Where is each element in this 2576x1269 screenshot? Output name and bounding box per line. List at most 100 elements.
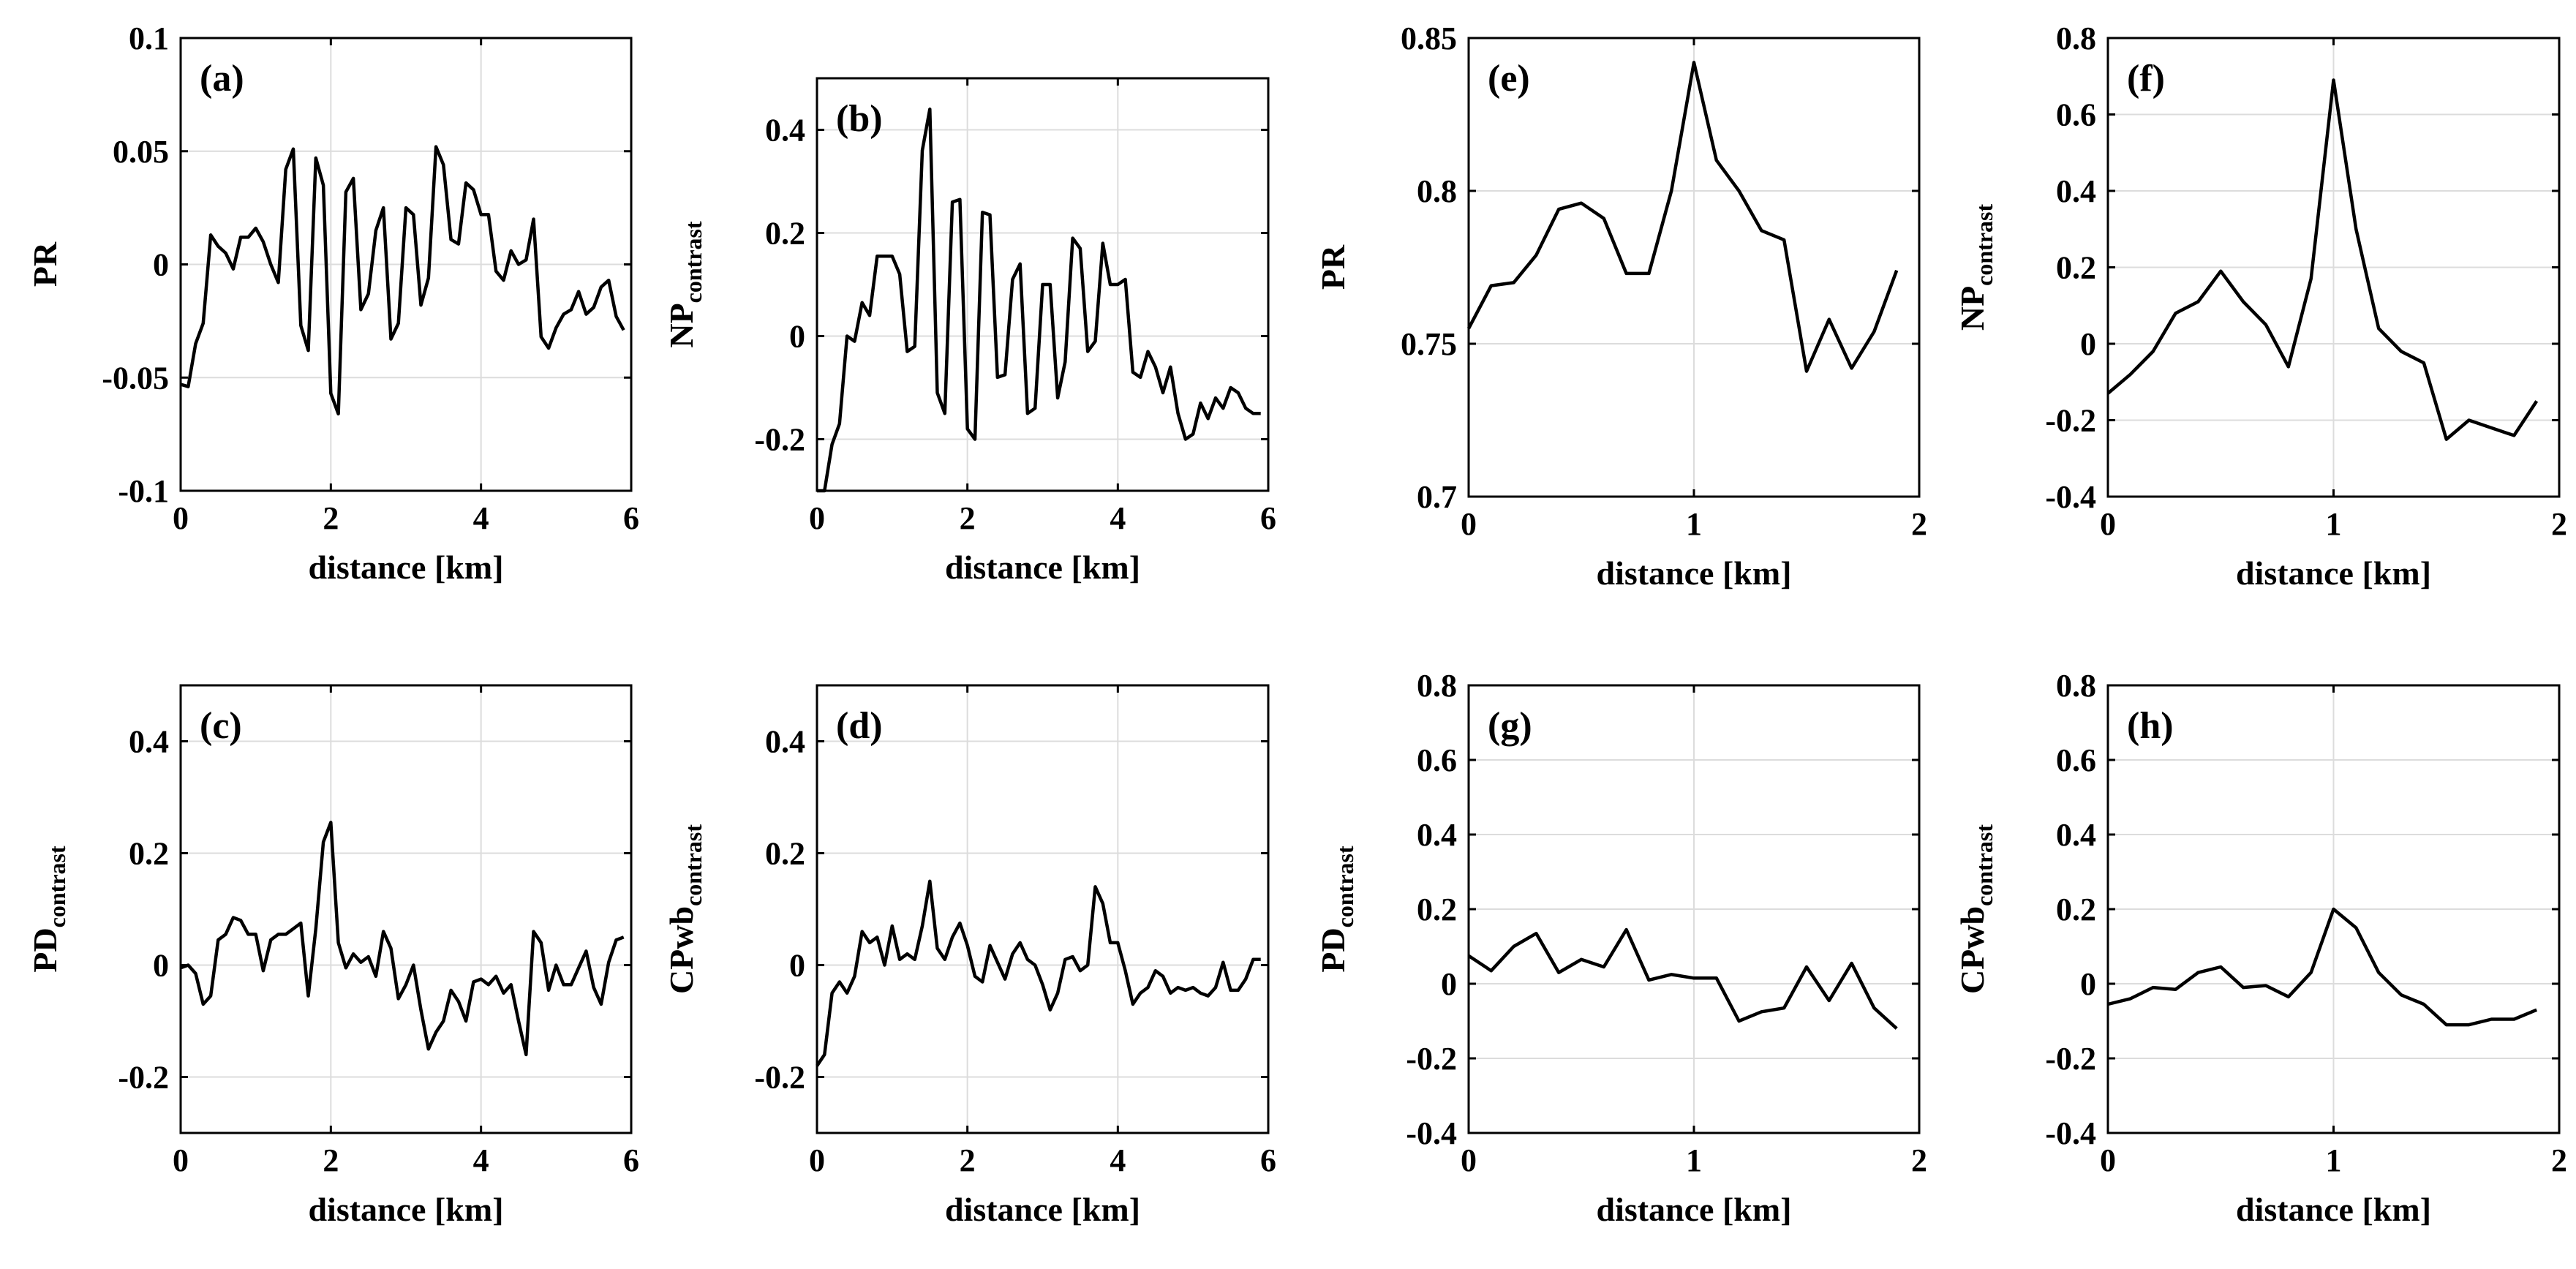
x-axis-label: distance [km] bbox=[308, 1191, 503, 1228]
y-axis-label: CPwbcontrast bbox=[1954, 824, 1997, 994]
x-tick-label: 2 bbox=[1911, 506, 1927, 542]
data-line bbox=[180, 145, 625, 416]
y-tick-label: 0.2 bbox=[1417, 892, 1457, 927]
y-axis-label-subscript: contrast bbox=[1971, 204, 1997, 286]
data-line bbox=[180, 821, 625, 1057]
y-tick-label: 0.2 bbox=[2056, 250, 2096, 286]
x-tick-label: 2 bbox=[960, 500, 976, 536]
y-tick-label: -0.2 bbox=[754, 1060, 805, 1096]
x-tick-label: 2 bbox=[2551, 1142, 2567, 1178]
y-tick-label: 0.4 bbox=[2056, 817, 2096, 853]
panel-label: (b) bbox=[836, 98, 883, 140]
x-tick-label: 2 bbox=[1911, 1142, 1927, 1178]
x-tick-label: 0 bbox=[1461, 1142, 1477, 1178]
y-tick-label: 0.4 bbox=[765, 113, 805, 148]
panel-g: 0 1 2 -0.4 -0.2 0 0.2 0.4 0.6 0.8 (g) distance [km]… bbox=[1314, 668, 1927, 1228]
x-tick-label: 6 bbox=[623, 1142, 639, 1178]
x-axis-label: distance [km] bbox=[2236, 554, 2431, 592]
y-axis-label: PDcontrast bbox=[26, 846, 70, 973]
x-tick-label: 4 bbox=[473, 500, 489, 536]
y-tick-label: 0.4 bbox=[2056, 173, 2096, 209]
panel-label: (d) bbox=[836, 705, 883, 747]
data-line bbox=[1467, 61, 1899, 373]
x-axis-label: distance [km] bbox=[2236, 1191, 2431, 1228]
panel-label: (c) bbox=[200, 705, 242, 747]
y-tick-label: 0.1 bbox=[129, 20, 169, 56]
x-tick-label: 0 bbox=[173, 500, 189, 536]
x-tick-label: 0 bbox=[173, 1142, 189, 1178]
y-tick-label: -0.05 bbox=[102, 360, 169, 396]
data-line bbox=[816, 879, 1261, 1067]
x-tick-label: 2 bbox=[323, 500, 339, 536]
plot-area bbox=[181, 685, 631, 1133]
y-tick-label: 0 bbox=[1441, 966, 1457, 1002]
y-tick-label: -0.4 bbox=[2045, 1115, 2096, 1151]
panel-b: 0 2 4 6 -0.2 0 0.2 0.4 (b) distance [km] NPcontras… bbox=[663, 77, 1276, 586]
x-tick-label: 6 bbox=[1260, 1142, 1276, 1178]
y-tick-label: 0.2 bbox=[765, 216, 805, 252]
y-axis-label: CPwbcontrast bbox=[663, 824, 707, 994]
panel-label: (a) bbox=[200, 58, 244, 99]
x-tick-label: 2 bbox=[2551, 506, 2567, 542]
x-tick-label: 6 bbox=[623, 500, 639, 536]
axes-box bbox=[816, 684, 1270, 1134]
y-tick-label: -0.4 bbox=[1406, 1115, 1457, 1151]
x-tick-label: 0 bbox=[809, 500, 825, 536]
y-tick-label: 0.6 bbox=[2056, 742, 2096, 778]
y-tick-label: 0 bbox=[789, 948, 805, 984]
y-axis-label-subscript: contrast bbox=[680, 824, 707, 906]
data-line bbox=[817, 108, 1261, 493]
panel-c: 0 2 4 6 -0.2 0 0.2 0.4 (c) distance [km] PDcontras… bbox=[26, 684, 639, 1228]
y-axis-label-main: CPwb bbox=[663, 906, 700, 994]
x-axis-label: distance [km] bbox=[308, 549, 503, 586]
y-axis-label-main: PD bbox=[1314, 927, 1352, 972]
x-tick-label: 4 bbox=[1110, 500, 1126, 536]
x-axis-label: distance [km] bbox=[945, 1191, 1140, 1228]
y-tick-label: 0 bbox=[2080, 966, 2096, 1002]
panel-a: 0 2 4 6 -0.1 -0.05 0 0.05 0.1 (a) distance [km] PR bbox=[26, 20, 639, 586]
y-tick-label: -0.4 bbox=[2045, 479, 2096, 515]
y-tick-label: 0.6 bbox=[1417, 742, 1457, 778]
panel-d: 0 2 4 6 -0.2 0 0.2 0.4 (d) distance [km] CPwbcontr… bbox=[663, 684, 1276, 1228]
y-tick-label: 0.2 bbox=[765, 836, 805, 872]
y-tick-label: 0.8 bbox=[2056, 668, 2096, 704]
y-axis-label-main: NP bbox=[1954, 286, 1991, 331]
x-tick-label: 2 bbox=[960, 1142, 976, 1178]
y-axis-label-main: CPwb bbox=[1954, 906, 1991, 994]
axes-box bbox=[816, 77, 1270, 492]
y-axis-label-subscript: contrast bbox=[1971, 824, 1997, 906]
y-tick-label: 0.75 bbox=[1401, 326, 1457, 362]
x-tick-label: 2 bbox=[323, 1142, 339, 1178]
x-tick-label: 4 bbox=[1110, 1142, 1126, 1178]
y-tick-label: 0.8 bbox=[1417, 668, 1457, 704]
panel-e: 0 1 2 0.7 0.75 0.8 0.85 (e) distance [km] PR bbox=[1314, 20, 1927, 592]
data-line bbox=[1467, 927, 1898, 1030]
x-tick-label: 1 bbox=[1686, 1142, 1702, 1178]
panel-label: (f) bbox=[2127, 58, 2165, 99]
y-tick-label: 0.8 bbox=[2056, 20, 2096, 56]
data-line bbox=[2107, 907, 2538, 1027]
y-tick-label: -0.2 bbox=[2045, 1041, 2096, 1077]
axes-box bbox=[179, 684, 633, 1134]
panel-f: 0 1 2 -0.4 -0.2 0 0.2 0.4 0.6 0.8 (f) distance [km]… bbox=[1954, 20, 2567, 592]
y-axis-label-subscript: contrast bbox=[680, 221, 707, 303]
y-tick-label: 0.2 bbox=[129, 836, 169, 872]
y-tick-label: 0.2 bbox=[2056, 892, 2096, 927]
y-axis-label-main: PR bbox=[1314, 244, 1352, 290]
panel-label: (g) bbox=[1488, 705, 1532, 747]
x-tick-label: 0 bbox=[2100, 506, 2116, 542]
x-tick-label: 1 bbox=[2326, 506, 2342, 542]
y-tick-label: 0.4 bbox=[1417, 817, 1457, 853]
y-tick-label: -0.1 bbox=[118, 473, 169, 509]
y-axis-label-main: NP bbox=[663, 303, 700, 347]
x-tick-label: 0 bbox=[809, 1142, 825, 1178]
x-axis-label: distance [km] bbox=[945, 549, 1140, 586]
y-tick-label: -0.2 bbox=[1406, 1041, 1457, 1077]
plot-area bbox=[817, 685, 1268, 1133]
y-axis-label-subscript: contrast bbox=[44, 846, 70, 927]
y-tick-label: 0.4 bbox=[129, 724, 169, 760]
y-axis-label: NPcontrast bbox=[663, 221, 707, 348]
y-tick-label: -0.2 bbox=[2045, 403, 2096, 439]
x-tick-label: 6 bbox=[1260, 500, 1276, 536]
